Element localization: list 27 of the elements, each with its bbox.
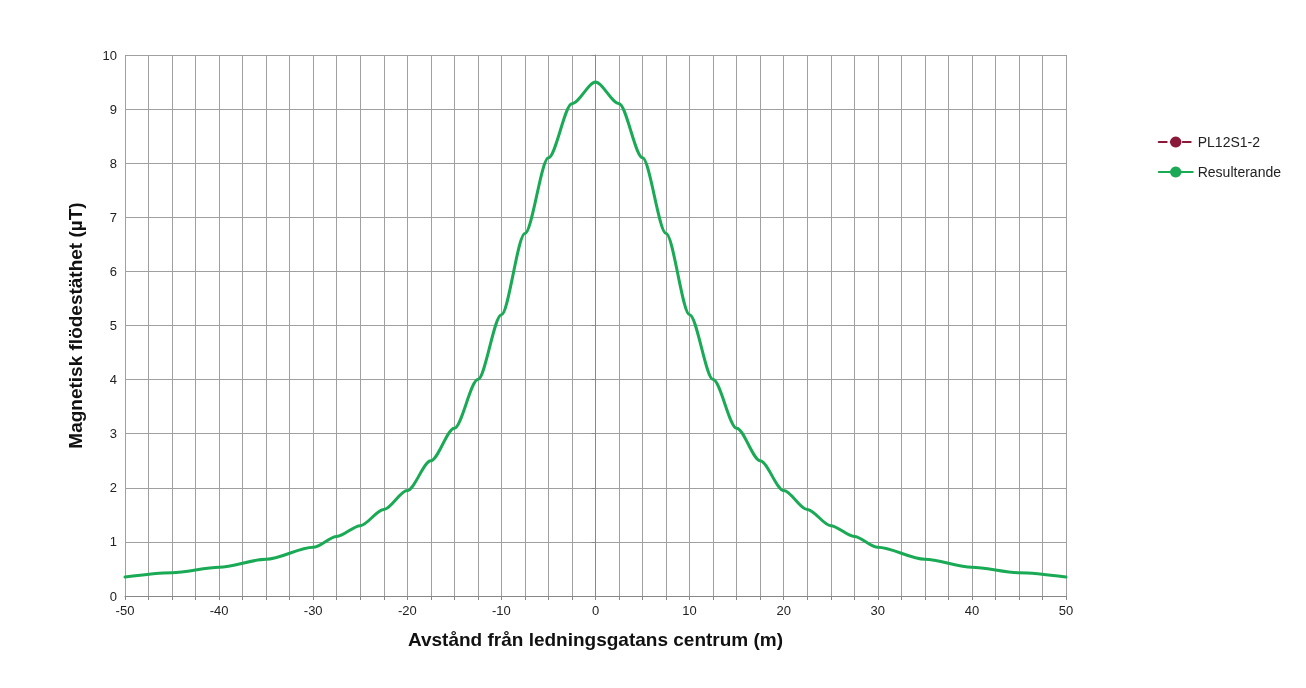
x-axis-title: Avstånd från ledningsgatans centrum (m) xyxy=(407,629,784,650)
x-tick-label: -20 xyxy=(397,603,417,618)
x-tick-label: 10 xyxy=(682,603,697,618)
y-tick-label: 8 xyxy=(109,155,117,171)
y-tick-label: 4 xyxy=(109,372,117,388)
x-tick-label: 30 xyxy=(870,603,886,618)
y-tick-label: 6 xyxy=(109,263,117,279)
x-tick-label: -30 xyxy=(303,603,323,618)
x-tick-label: 40 xyxy=(964,603,980,618)
y-tick-label: 10 xyxy=(102,47,117,63)
y-tick-label: 3 xyxy=(109,426,117,442)
x-tick-label: -50 xyxy=(115,603,135,618)
legend-label: PL12S1-2 xyxy=(1197,134,1261,150)
y-tick-label: 5 xyxy=(109,318,117,333)
line-series xyxy=(123,80,1068,579)
y-tick-label: 1 xyxy=(109,534,117,550)
y-tick-label: 0 xyxy=(109,588,117,604)
x-tick-label: -40 xyxy=(209,603,229,618)
y-tick-label: 2 xyxy=(109,480,117,496)
x-tick-label: 50 xyxy=(1058,603,1074,618)
y-axis-title: Magnetisk flödestäthet (µT) xyxy=(65,202,86,449)
y-tick-label: 9 xyxy=(109,101,117,117)
x-tick-label: -10 xyxy=(492,603,511,618)
x-tick-label: 0 xyxy=(591,603,600,618)
y-tick-label: 7 xyxy=(109,209,117,225)
x-tick-label: 20 xyxy=(776,603,791,618)
legend-label: Resulterande xyxy=(1197,164,1282,180)
